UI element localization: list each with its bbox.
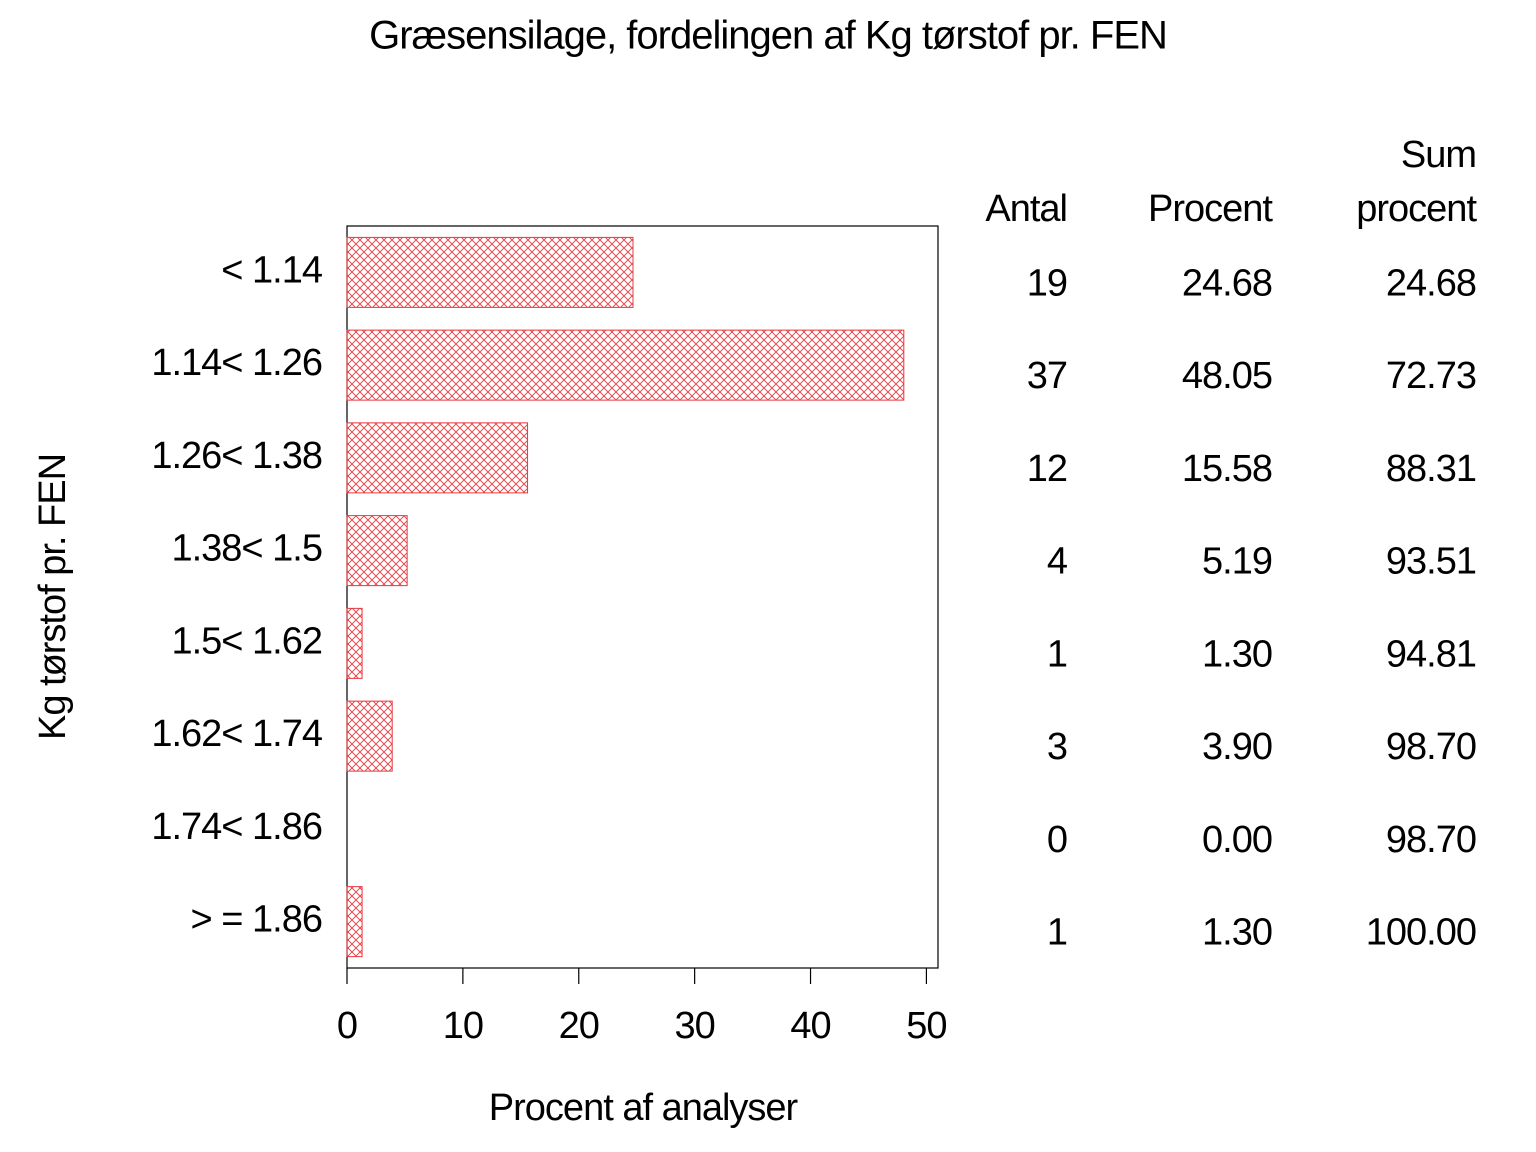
y-tick-label: 1.26< 1.38 (151, 435, 322, 477)
x-tick-label: 0 (337, 1005, 357, 1047)
table-cell: 1.30 (1202, 912, 1272, 954)
x-tick-label: 40 (790, 1005, 830, 1047)
table-cell: 3.90 (1202, 726, 1272, 768)
table-cell: 4 (1047, 541, 1068, 583)
y-tick-label: 1.5< 1.62 (171, 620, 322, 662)
table-cell: 1.30 (1202, 633, 1272, 675)
table-cell: 72.73 (1386, 355, 1476, 397)
table-cell: 24.68 (1386, 262, 1476, 304)
table-cell: 3 (1047, 726, 1067, 768)
x-tick-label: 50 (906, 1005, 946, 1047)
bar (346, 422, 529, 494)
x-tick-label: 30 (675, 1005, 715, 1047)
table-cell: 37 (1027, 355, 1067, 397)
table-cell: 15.58 (1182, 448, 1272, 490)
y-tick-label: 1.38< 1.5 (171, 528, 322, 570)
table-cell: 12 (1027, 448, 1067, 490)
y-tick-label: 1.14< 1.26 (151, 342, 322, 384)
chart-title: Græsensilage, fordelingen af Kg tørstof … (369, 14, 1167, 58)
bar (346, 236, 634, 308)
table-header: procent (1356, 188, 1477, 230)
x-tick-label: 10 (443, 1005, 483, 1047)
table-cell: 98.70 (1386, 819, 1476, 861)
table-cell: 0.00 (1202, 819, 1272, 861)
table-header: Antal (985, 188, 1067, 230)
x-axis-label: Procent af analyser (489, 1087, 799, 1129)
bar (346, 329, 905, 401)
y-axis-label: Kg tørstof pr. FEN (32, 454, 74, 740)
table-cell: 5.19 (1202, 541, 1272, 583)
table-cell: 24.68 (1182, 262, 1272, 304)
table-cell: 93.51 (1386, 541, 1476, 583)
table-cell: 98.70 (1386, 726, 1476, 768)
bar (346, 607, 363, 679)
table-cell: 19 (1027, 262, 1067, 304)
plot-frame (346, 225, 939, 969)
table-cell: 1 (1047, 633, 1067, 675)
table-header: Sum (1401, 134, 1476, 176)
bar (346, 700, 393, 772)
x-tick-label: 20 (559, 1005, 599, 1047)
table-cell: 1 (1047, 912, 1067, 954)
table-cell: 0 (1047, 819, 1067, 861)
table-cell: 100.00 (1366, 912, 1476, 954)
y-tick-label: > = 1.86 (191, 899, 322, 941)
y-tick-label: 1.74< 1.86 (151, 806, 322, 848)
table-header: Procent (1148, 188, 1273, 230)
bar (346, 886, 363, 958)
y-tick-label: 1.62< 1.74 (151, 713, 323, 755)
y-tick-label: < 1.14 (221, 249, 323, 291)
bar (346, 515, 408, 587)
table-cell: 94.81 (1386, 633, 1476, 675)
table-cell: 48.05 (1182, 355, 1272, 397)
table-cell: 88.31 (1386, 448, 1476, 490)
